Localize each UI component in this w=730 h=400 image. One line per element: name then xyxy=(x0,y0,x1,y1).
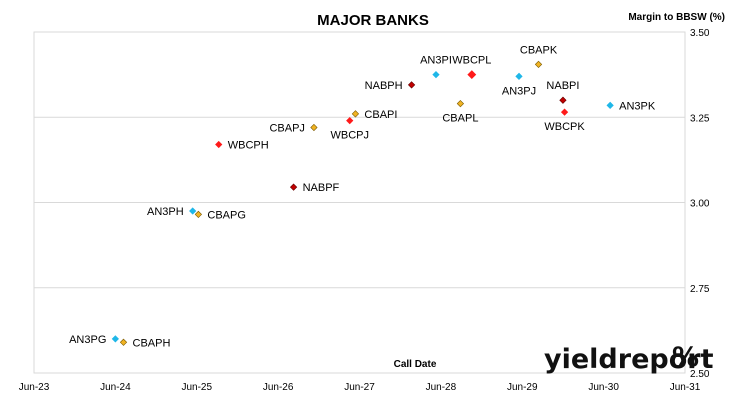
logo-text: yieldreport xyxy=(544,344,714,375)
x-tick-label: Jun-24 xyxy=(100,382,131,393)
data-point-nabpf xyxy=(289,183,298,191)
data-label-an3pk: AN3PK xyxy=(619,100,656,112)
data-point-cbapg xyxy=(194,210,203,219)
y-tick-label: 2.75 xyxy=(690,284,710,295)
data-point-an3ph xyxy=(189,207,197,215)
x-tick-label: Jun-26 xyxy=(263,382,294,393)
data-label-nabph: NABPH xyxy=(365,80,403,92)
chart-title: MAJOR BANKS xyxy=(317,12,429,29)
y-tick-label: 3.25 xyxy=(690,113,710,124)
data-points: AN3PG CBAPH AN3PH CBAPG WBCPH NABPF CBAPJ WBCPJ… xyxy=(69,44,656,349)
x-tick-label: Jun-23 xyxy=(19,382,50,393)
data-point-wbcph xyxy=(215,140,223,149)
x-tick-label: Jun-25 xyxy=(181,382,212,393)
x-tick-label: Jun-28 xyxy=(426,382,457,393)
data-label-wbcpk: WBCPK xyxy=(544,121,585,133)
data-point-nabpi xyxy=(559,96,567,104)
data-point-cbapl xyxy=(456,99,465,108)
x-tick-labels: Jun-23 Jun-24 Jun-25 Jun-26 Jun-27 Jun-28 Jun-… xyxy=(19,382,701,393)
data-point-cbaph xyxy=(119,338,128,346)
data-point-an3pk xyxy=(606,101,614,109)
data-label-cbapk: CBAPK xyxy=(520,44,558,56)
x-tick-label: Jun-30 xyxy=(588,382,619,393)
x-tick-label: Jun-29 xyxy=(507,382,538,393)
plot-area-border xyxy=(33,31,686,374)
data-point-wbcpl xyxy=(467,70,477,80)
data-label-nabpf: NABPF xyxy=(303,182,340,194)
data-label-wbcpl: WBCPL xyxy=(452,55,491,67)
data-label-cbaph: CBAPH xyxy=(133,337,171,349)
data-label-cbapg: CBAPG xyxy=(207,209,246,221)
data-label-cbapi: CBAPI xyxy=(364,109,397,121)
y-axis-label: Margin to BBSW (%) xyxy=(628,12,725,23)
y-tick-labels: 3.50 3.25 3.00 2.75 2.50 xyxy=(690,28,710,380)
x-axis-label: Call Date xyxy=(394,359,437,370)
data-label-an3pj: AN3PJ xyxy=(502,85,536,97)
percent-logo-icon: % xyxy=(672,342,699,373)
data-label-an3pi: AN3PI xyxy=(420,55,452,67)
data-label-wbcpj: WBCPJ xyxy=(330,130,369,142)
y-tick-label: 2.50 xyxy=(690,369,710,380)
gridlines xyxy=(34,116,685,289)
data-label-cbapl: CBAPL xyxy=(442,113,478,125)
data-label-an3pg: AN3PG xyxy=(69,334,106,346)
data-label-an3ph: AN3PH xyxy=(147,206,184,218)
x-tick-label: Jun-27 xyxy=(344,382,375,393)
yieldreport-logo: yieldreport % xyxy=(544,342,714,375)
data-point-wbcpk xyxy=(560,108,569,116)
data-point-wbcpj xyxy=(346,117,354,125)
data-point-cbapj xyxy=(310,123,318,132)
data-point-an3pi xyxy=(432,71,440,79)
data-point-nabph xyxy=(407,81,416,89)
data-label-nabpi: NABPI xyxy=(546,80,579,92)
data-label-cbapj: CBAPJ xyxy=(269,122,304,134)
y-tick-label: 3.00 xyxy=(690,199,710,210)
data-point-an3pj xyxy=(515,72,523,80)
data-point-cbapk xyxy=(534,60,543,69)
data-label-wbcph: WBCPH xyxy=(228,140,269,152)
y-tick-label: 3.50 xyxy=(690,28,710,39)
x-tick-label: Jun-31 xyxy=(670,382,701,393)
data-point-cbapi xyxy=(351,110,360,118)
data-point-an3pg xyxy=(111,335,119,343)
